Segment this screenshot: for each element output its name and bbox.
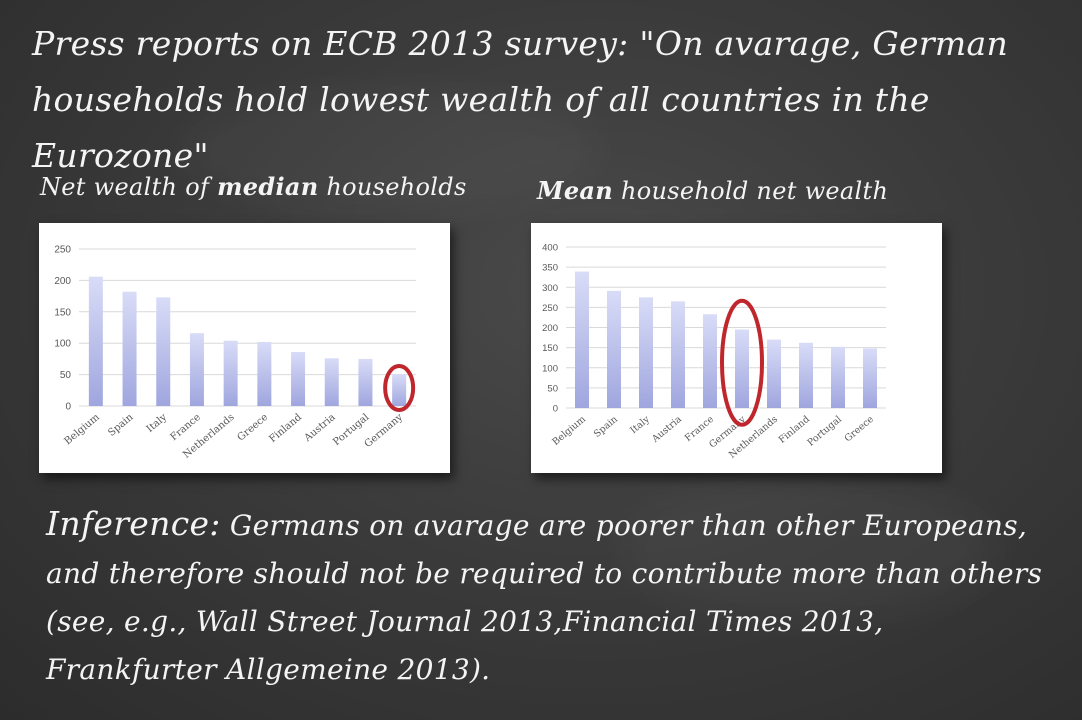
x-tick-label: Portugal: [805, 414, 843, 449]
bar-germany: [392, 373, 407, 406]
bar-belgium: [575, 271, 589, 408]
bar-portugal: [831, 346, 845, 408]
chart-title-mean: Mean household net wealth: [537, 176, 888, 205]
y-tick-label: 0: [65, 402, 71, 413]
inference-body: Germans on avarage are poorer than other…: [46, 509, 1043, 686]
x-tick-label: Finland: [267, 411, 304, 445]
bar-austria: [671, 301, 685, 408]
x-tick-label: Greece: [236, 412, 271, 444]
y-tick-label: 100: [542, 363, 558, 374]
x-tick-label: Greece: [843, 414, 877, 445]
y-tick-label: 100: [54, 339, 71, 350]
chart-title-median-rest: households: [318, 173, 467, 201]
bar-italy: [156, 297, 171, 406]
bar-italy: [639, 297, 653, 408]
x-tick-label: Austria: [649, 414, 684, 446]
y-tick-label: 50: [60, 370, 72, 381]
chart-title-median-plain: Net wealth of: [40, 173, 218, 201]
y-tick-label: 300: [542, 283, 558, 294]
inference-lead: Inference:: [46, 504, 221, 543]
y-tick-label: 400: [542, 243, 558, 254]
chart-title-median-bold: median: [217, 172, 319, 201]
inference-text: Inference: Germans on avarage are poorer…: [46, 500, 1056, 694]
y-tick-label: 250: [54, 245, 71, 256]
bar-spain: [607, 290, 621, 408]
mean-chart-panel: 0 50 100 150 200 250 300 350 400 Belgium Spain Ital…: [531, 223, 942, 473]
highlight-circle-germany: [720, 298, 764, 427]
chart-title-mean-rest: household net wealth: [613, 177, 889, 205]
median-chart-panel: 0 50 100 150 200 250 Belgium Spain Italy France Ne…: [39, 223, 450, 473]
bar-portugal: [358, 358, 373, 406]
y-tick-label: 200: [54, 276, 71, 287]
x-tick-label: Belgium: [63, 412, 103, 448]
x-tick-label: Spain: [592, 414, 620, 440]
y-tick-label: 0: [553, 404, 558, 415]
bar-austria: [324, 358, 339, 406]
mean-wealth-chart: 0 50 100 150 200 250 300 350 400 Belgium Spain Ital…: [542, 243, 886, 461]
bar-germany: [735, 329, 749, 408]
bar-greece: [863, 348, 877, 408]
bar-greece: [257, 341, 272, 406]
bar-belgium: [88, 276, 103, 406]
x-tick-label: Belgium: [550, 414, 588, 448]
y-tick-label: 50: [547, 383, 558, 394]
y-tick-label: 250: [542, 303, 558, 314]
bar-france: [189, 333, 204, 406]
x-tick-label: Spain: [106, 412, 136, 439]
bar-finland: [799, 342, 813, 408]
bar-finland: [291, 351, 306, 406]
bar-spain: [122, 291, 137, 406]
x-tick-label: Italy: [628, 413, 652, 436]
x-tick-label: Italy: [145, 412, 170, 435]
bar-netherlands: [767, 339, 781, 408]
y-tick-label: 150: [54, 307, 71, 318]
x-tick-label: Germany: [363, 412, 406, 450]
highlight-circle-germany: [383, 363, 416, 412]
headline: Press reports on ECB 2013 survey: "On av…: [32, 24, 1009, 175]
y-tick-label: 150: [542, 343, 558, 354]
y-tick-label: 200: [542, 323, 558, 334]
y-tick-label: 350: [542, 263, 558, 274]
bar-netherlands: [223, 340, 238, 406]
chart-title-median: Net wealth of median households: [40, 172, 467, 201]
chart-title-mean-bold: Mean: [537, 176, 614, 205]
bar-france: [703, 314, 717, 408]
